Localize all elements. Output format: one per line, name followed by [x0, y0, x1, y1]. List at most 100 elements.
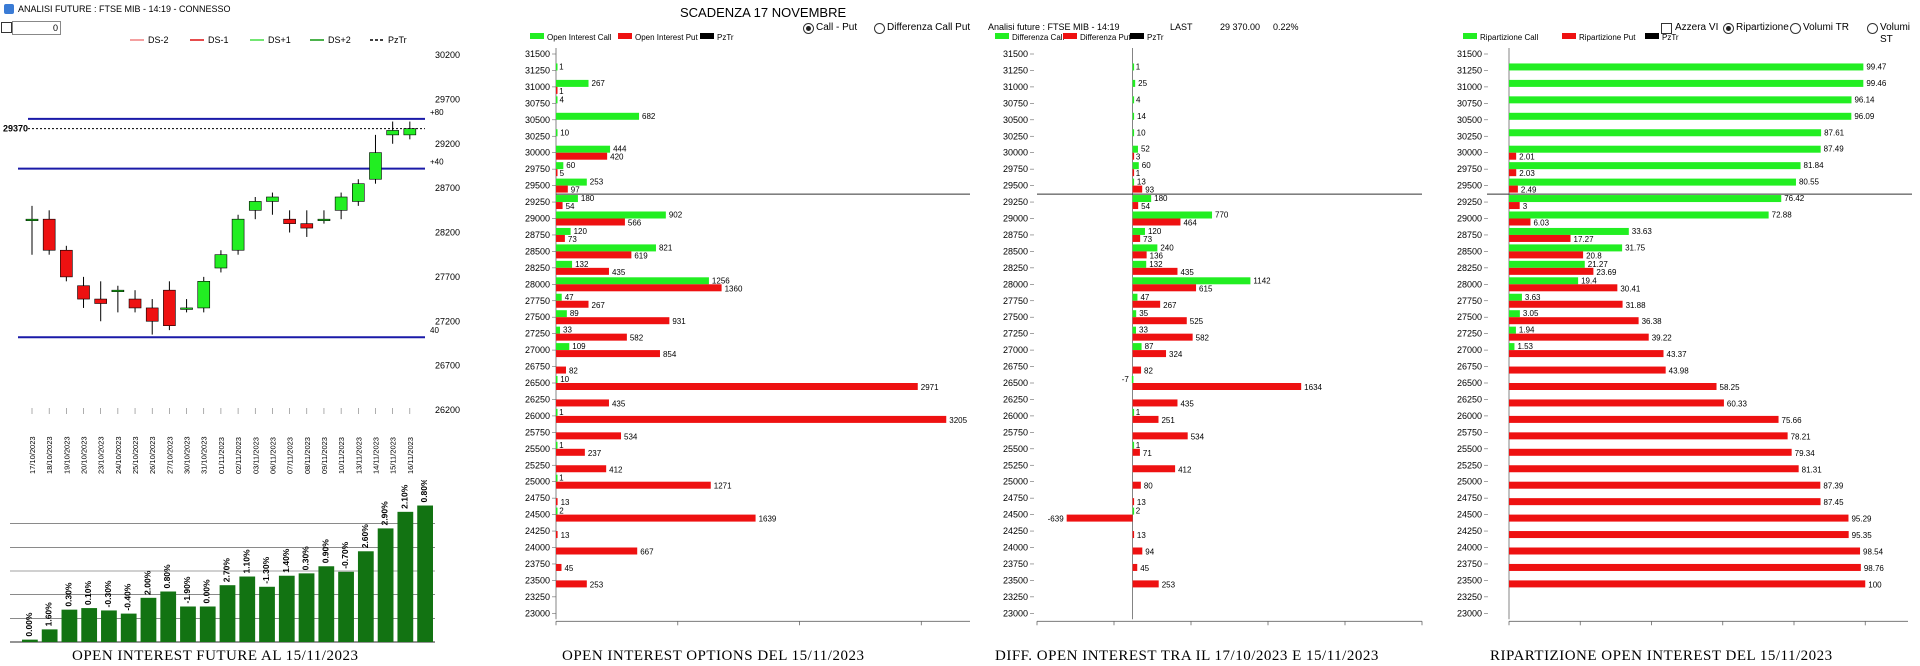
strike-label: 30750 — [1003, 98, 1028, 108]
put-bar — [556, 580, 587, 588]
left-checkbox[interactable] — [1, 22, 12, 33]
put-bar-label: 100 — [1868, 580, 1882, 589]
call-bar — [1132, 277, 1251, 285]
put-bar-label: 3 — [1136, 153, 1141, 162]
oi-bar — [397, 511, 414, 642]
put-bar-label: 75.66 — [1782, 416, 1803, 425]
oi-bar-label: 1.40% — [281, 548, 291, 573]
strike-label: 28000 — [525, 279, 550, 289]
strike-label: 27500 — [1457, 312, 1482, 322]
put-bar-label: 619 — [634, 251, 648, 260]
y-tick-label: 26700 — [435, 361, 460, 371]
call-bar — [1509, 227, 1629, 235]
strike-label: 24000 — [1457, 543, 1482, 553]
strike-label: 30500 — [525, 115, 550, 125]
strike-label: 28500 — [1457, 246, 1482, 256]
radio-volumi-st[interactable] — [1867, 23, 1878, 34]
call-bar — [1509, 277, 1579, 285]
radio-differenza[interactable] — [874, 23, 885, 34]
x-tick-label: 40 — [1646, 628, 1656, 630]
lower-line-label: 40 — [430, 326, 439, 335]
put-bar — [1132, 267, 1178, 275]
strike-label: 29750 — [1003, 164, 1028, 174]
put-bar-label: 87.45 — [1824, 498, 1845, 507]
legend-label: DS+1 — [268, 35, 291, 45]
legend-label: PzTr — [388, 35, 407, 45]
call-bar-label: 180 — [1154, 194, 1168, 203]
put-bar — [556, 202, 563, 210]
oi-bar — [417, 505, 433, 642]
strike-label: 28250 — [1457, 263, 1482, 273]
call-bar-label: 1 — [1136, 441, 1141, 450]
call-bar — [1132, 129, 1135, 137]
put-bar-label: 95.29 — [1851, 515, 1872, 524]
radio-call-put[interactable] — [803, 23, 814, 34]
call-bar-label: 4 — [1136, 95, 1141, 104]
put-bar-label: 93 — [1145, 186, 1154, 195]
call-bar — [1132, 293, 1138, 301]
date-tick-label: 01/11/2023 — [217, 437, 226, 474]
call-bar-label: 96.09 — [1854, 112, 1875, 121]
strike-label: 24250 — [525, 526, 550, 536]
put-bar-label: 1 — [559, 87, 564, 96]
y-tick-label: 29200 — [435, 139, 460, 149]
call-bar — [556, 376, 558, 383]
put-bar-label: 13 — [561, 531, 570, 540]
oi-bar-label: 2.60% — [360, 524, 370, 549]
oi-bar-label: -0.40% — [123, 583, 133, 610]
put-bar — [1132, 333, 1193, 341]
oi-bar-label: 0.00% — [24, 612, 34, 637]
put-bar — [1132, 399, 1178, 407]
call-bar-label: 444 — [613, 145, 627, 154]
candle — [111, 289, 125, 292]
strike-label: 29500 — [525, 181, 550, 191]
candle — [180, 307, 193, 310]
strike-label: 28750 — [1457, 230, 1482, 240]
put-bar — [1132, 415, 1159, 423]
strike-label: 26750 — [1457, 362, 1482, 372]
candle — [214, 254, 228, 269]
call-bar — [1132, 441, 1135, 449]
put-bar-label: 582 — [630, 334, 644, 343]
date-tick-label: 19/10/2023 — [62, 436, 71, 474]
strike-label: 24500 — [525, 510, 550, 520]
put-bar — [1509, 399, 1724, 407]
candle — [386, 130, 399, 136]
candle — [317, 218, 331, 221]
strike-label: 26250 — [525, 394, 550, 404]
radio-volumi-tr[interactable] — [1790, 23, 1801, 34]
azzera-checkbox[interactable] — [1661, 23, 1672, 34]
date-tick-label: 15/11/2023 — [389, 437, 398, 474]
put-bar — [1509, 267, 1594, 275]
call-bar-label: 1 — [559, 62, 564, 71]
put-bar-label: 45 — [564, 564, 573, 573]
put-bar — [556, 448, 585, 456]
oi-bar-label: 2.70% — [222, 558, 232, 583]
offset-input[interactable]: 0 — [12, 21, 61, 35]
oi-bar — [377, 528, 394, 642]
put-bar-label: 45 — [1140, 564, 1149, 573]
call-bar — [1509, 211, 1769, 219]
strike-label: 25000 — [525, 477, 550, 487]
put-bar — [1132, 481, 1141, 489]
call-bar — [556, 195, 578, 203]
put-bar-label: 13 — [1137, 531, 1146, 540]
call-bar-label: 10 — [560, 128, 569, 137]
call-bar — [1509, 178, 1796, 186]
put-bar — [556, 531, 558, 539]
radio-ripartizione[interactable] — [1723, 23, 1734, 34]
put-bar-label: 237 — [588, 449, 602, 458]
put-bar-label: 81.31 — [1802, 465, 1823, 474]
legend-swatch — [700, 33, 714, 39]
put-bar — [556, 399, 609, 407]
candle — [231, 218, 245, 251]
put-bar-label: 6.03 — [1533, 219, 1549, 228]
date-tick-label: 30/10/2023 — [183, 436, 192, 474]
call-bar — [1509, 195, 1782, 203]
strike-label: 26750 — [1003, 362, 1028, 372]
call-bar-label: 821 — [659, 243, 673, 252]
diff-oi-chart: Differenza Call Differenza Put PzTr -926.55… — [995, 33, 1432, 630]
strike-label: 27500 — [525, 312, 550, 322]
strike-label: 31000 — [1003, 82, 1028, 92]
date-tick-label: 10/11/2023 — [337, 437, 346, 474]
